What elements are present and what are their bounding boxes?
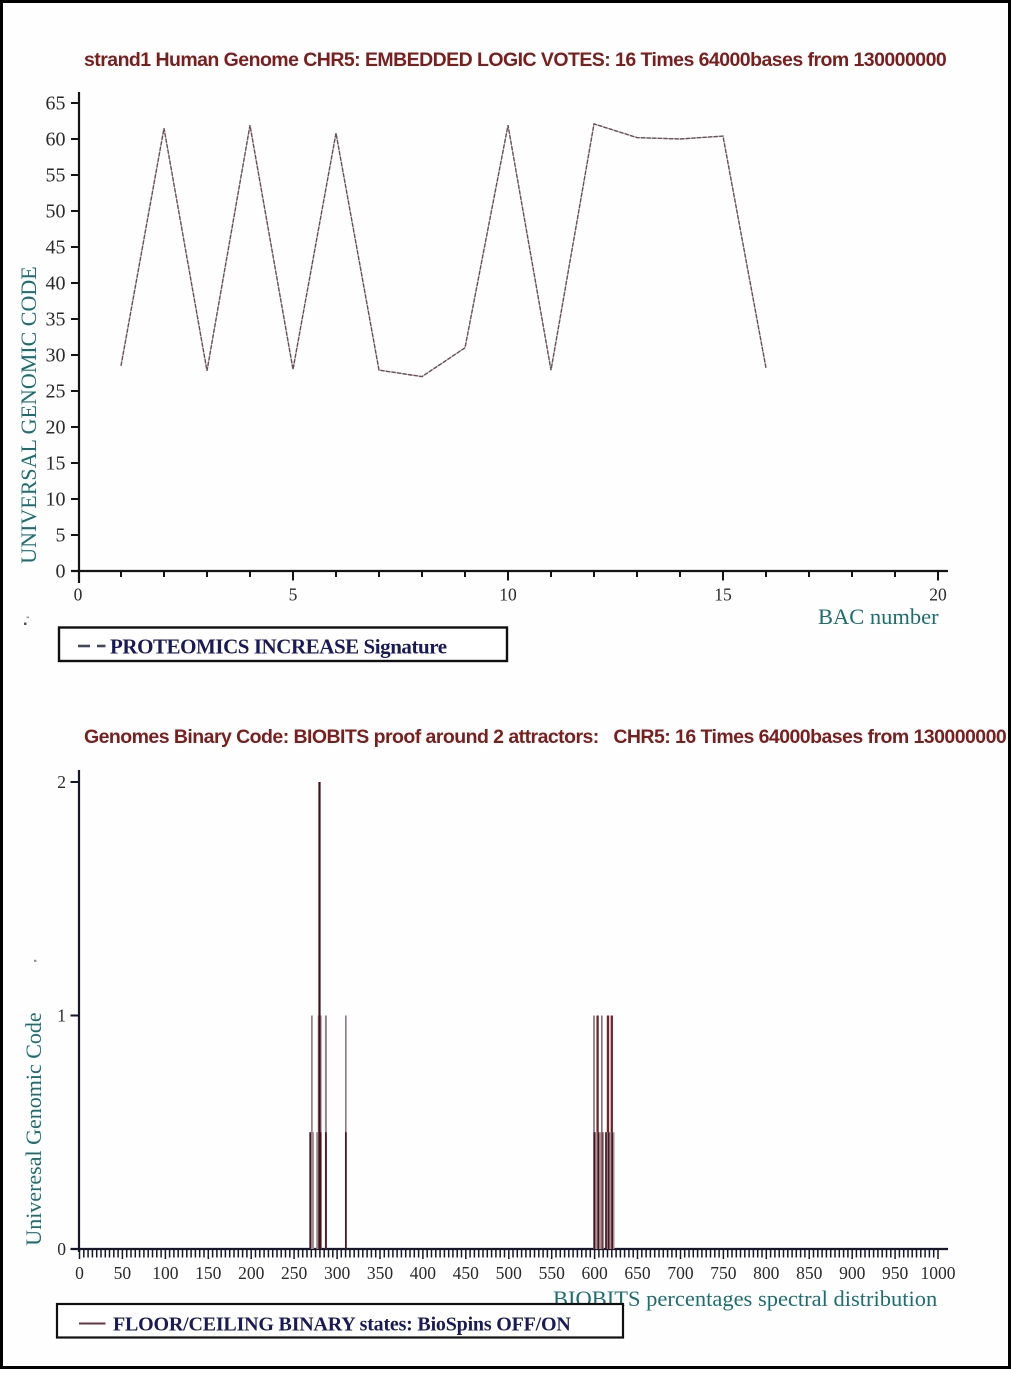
svg-text:250: 250 [281,1263,308,1283]
svg-text:15: 15 [714,585,732,605]
svg-text:300: 300 [324,1263,351,1283]
svg-text:60: 60 [46,129,66,151]
svg-text:150: 150 [195,1263,222,1283]
svg-text:5: 5 [56,525,66,547]
svg-text:900: 900 [839,1263,866,1283]
svg-text:BAC number: BAC number [818,604,939,629]
svg-text:UNIVERSAL GENOMIC CODE: UNIVERSAL GENOMIC CODE [16,266,41,563]
svg-text:0: 0 [75,1263,84,1283]
svg-text:550: 550 [539,1263,566,1283]
svg-text:PROTEOMICS INCREASE Signature: PROTEOMICS INCREASE Signature [110,635,447,659]
svg-text:30: 30 [46,345,66,367]
svg-text:2: 2 [57,772,66,792]
svg-text:15: 15 [46,453,66,475]
svg-text:650: 650 [624,1263,651,1283]
svg-text:450: 450 [453,1263,480,1283]
svg-text:20: 20 [929,585,947,605]
svg-text:600: 600 [581,1263,608,1283]
svg-text:1: 1 [57,1006,66,1026]
svg-text:10: 10 [499,585,517,605]
svg-text:65: 65 [46,93,66,115]
svg-text:FLOOR/CEILING BINARY states: B: FLOOR/CEILING BINARY states: BioSpins OF… [113,1314,571,1336]
svg-text:0: 0 [56,561,66,583]
svg-text:950: 950 [882,1263,909,1283]
svg-text:20: 20 [46,417,66,439]
svg-text:700: 700 [667,1263,694,1283]
svg-text:750: 750 [710,1263,737,1283]
svg-text:350: 350 [367,1263,394,1283]
svg-text:850: 850 [796,1263,823,1283]
svg-text:5: 5 [289,585,298,605]
svg-text:800: 800 [753,1263,780,1283]
svg-text:55: 55 [46,165,66,187]
svg-text:0: 0 [57,1239,66,1259]
svg-text:50: 50 [46,201,66,223]
svg-text:50: 50 [114,1263,132,1283]
svg-text:0: 0 [74,585,83,605]
svg-text:100: 100 [152,1263,179,1283]
svg-text:35: 35 [46,309,66,331]
svg-text:25: 25 [46,381,66,403]
svg-text:200: 200 [238,1263,265,1283]
svg-text:1000: 1000 [921,1263,956,1283]
svg-text:400: 400 [410,1263,437,1283]
svg-text:Genomes Binary Code: BIOBITS p: Genomes Binary Code: BIOBITS proof aroun… [84,726,1007,748]
svg-text:40: 40 [46,273,66,295]
svg-text:500: 500 [496,1263,523,1283]
svg-text:45: 45 [46,237,66,259]
svg-text:10: 10 [46,489,66,511]
svg-text:Univeresal Genomic Code: Univeresal Genomic Code [21,1012,46,1245]
svg-text:strand1 Human Genome CHR5: EMB: strand1 Human Genome CHR5: EMBEDDED LOGI… [84,49,947,71]
